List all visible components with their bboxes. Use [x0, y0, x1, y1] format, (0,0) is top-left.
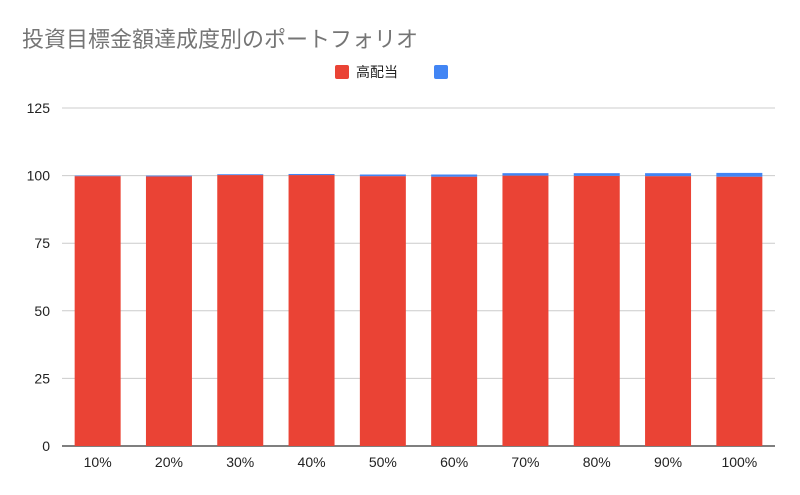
x-tick-label-10: 100% [721, 454, 757, 470]
bar-series-0-8[interactable] [573, 175, 620, 446]
y-tick-label-0: 0 [42, 438, 50, 454]
x-axis-ticks: 10% 20% 30% 40% 50% 60% 70% 80% 90% 100% [84, 454, 758, 470]
y-tick-label-5: 125 [27, 100, 51, 116]
bar-series-1-2[interactable] [145, 175, 192, 177]
legend: 高配当 [335, 64, 448, 81]
x-tick-label-2: 20% [155, 454, 183, 470]
legend-item-0[interactable]: 高配当 [335, 64, 398, 81]
bar-series-0-6[interactable] [431, 176, 478, 447]
bar-series-0-3[interactable] [217, 175, 264, 446]
legend-label-0: 高配当 [356, 64, 398, 81]
bar-series-1-10[interactable] [716, 172, 763, 177]
legend-item-1[interactable] [434, 65, 448, 79]
x-tick-label-1: 10% [84, 454, 112, 470]
x-tick-label-4: 40% [298, 454, 326, 470]
bar-series-0-4[interactable] [288, 175, 335, 446]
bar-series-0-2[interactable] [145, 176, 192, 446]
bar-series-0-10[interactable] [716, 176, 763, 447]
y-tick-label-3: 75 [34, 235, 50, 251]
bars [74, 172, 763, 447]
x-tick-label-8: 80% [583, 454, 611, 470]
bar-series-0-5[interactable] [359, 176, 406, 446]
bar-series-1-1[interactable] [74, 175, 121, 177]
bar-series-0-7[interactable] [502, 175, 549, 446]
x-tick-label-5: 50% [369, 454, 397, 470]
bar-series-0-1[interactable] [74, 176, 121, 446]
bar-series-1-9[interactable] [645, 173, 692, 177]
x-tick-label-6: 60% [440, 454, 468, 470]
y-axis-ticks: 0 25 50 75 100 125 [27, 100, 51, 454]
bar-series-1-5[interactable] [359, 174, 406, 177]
y-tick-label-2: 50 [34, 303, 50, 319]
legend-swatch-0 [335, 65, 349, 79]
bar-series-1-8[interactable] [573, 173, 620, 176]
bar-series-1-4[interactable] [288, 173, 335, 176]
y-tick-label-1: 25 [34, 370, 50, 386]
bar-series-1-6[interactable] [431, 174, 478, 177]
y-tick-label-4: 100 [27, 168, 51, 184]
x-tick-label-7: 70% [511, 454, 539, 470]
x-tick-label-3: 30% [226, 454, 254, 470]
legend-swatch-1 [434, 65, 448, 79]
chart-title: 投資目標金額達成度別のポートフォリオ [22, 28, 418, 53]
bar-series-0-9[interactable] [645, 176, 692, 446]
x-tick-label-9: 90% [654, 454, 682, 470]
bar-series-1-3[interactable] [217, 174, 264, 176]
bar-series-1-7[interactable] [502, 173, 549, 176]
